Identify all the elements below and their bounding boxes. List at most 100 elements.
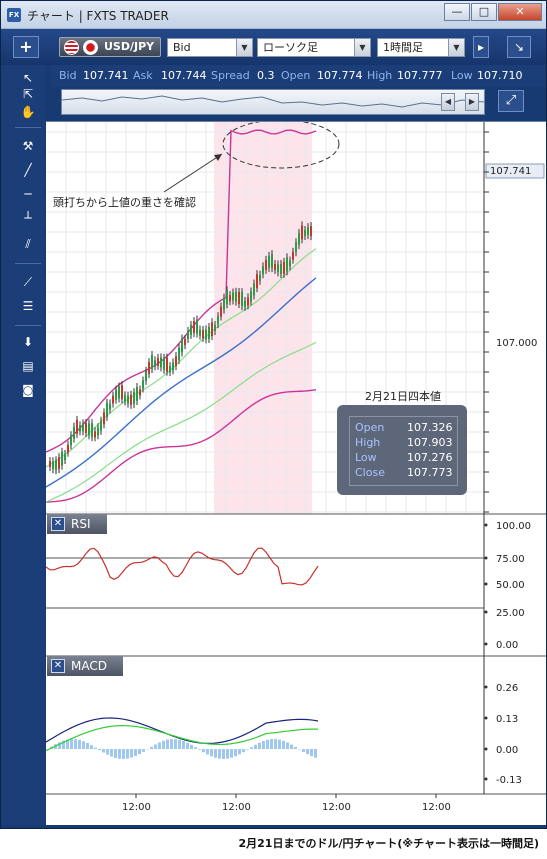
macd-histogram-bar	[286, 742, 289, 749]
chart-window: FX チャート | FXTS TRADER — □ ✕ + USD/JPY Bi…	[0, 0, 547, 829]
macd-histogram-bar	[158, 742, 161, 749]
close-icon[interactable]: ✕	[51, 517, 65, 531]
panel-settings-button[interactable]: ▸	[473, 36, 489, 58]
candle-body	[232, 292, 234, 301]
highlight-ellipse	[222, 122, 340, 169]
candle-body	[121, 385, 123, 400]
symbol-selector[interactable]: USD/JPY	[59, 37, 161, 57]
auto-scroll-button[interactable]: ⤢	[498, 90, 524, 112]
macd-histogram-bar	[274, 739, 277, 749]
macd-histogram-bar	[182, 741, 185, 749]
overview-scroll-chart[interactable]	[61, 89, 485, 115]
horizontal-line-icon[interactable]: ─	[24, 187, 32, 201]
macd-histogram-bar	[194, 747, 197, 749]
price-type-select[interactable]: Bid ▼	[167, 38, 253, 57]
fibonacci-icon[interactable]: ☰	[22, 299, 34, 313]
scroll-left-button[interactable]: ◀	[441, 93, 455, 111]
candle-body	[256, 274, 258, 289]
candle-body	[235, 291, 237, 302]
candle-body	[274, 264, 276, 271]
candle-body	[253, 283, 255, 296]
chart-type-select[interactable]: ローソク足 ▼	[257, 38, 371, 57]
candle-body	[214, 324, 216, 331]
camera-icon[interactable]: ◙	[22, 383, 34, 397]
chevron-down-icon: ▼	[448, 39, 464, 56]
price-type-value: Bid	[173, 41, 191, 54]
download-icon[interactable]: ⬇	[22, 335, 34, 349]
candle-body	[124, 395, 126, 402]
hammer-icon[interactable]: ⚒	[22, 139, 34, 153]
macd-histogram-bar	[86, 743, 89, 749]
high-label: High	[367, 69, 393, 82]
macd-signal-line	[46, 725, 319, 752]
candle-body	[250, 291, 252, 302]
channel-icon[interactable]: ⫽	[25, 237, 31, 251]
pointer-icon[interactable]: ↖	[22, 71, 34, 85]
macd-histogram-bar	[290, 744, 293, 749]
list-icon[interactable]: ▤	[22, 359, 34, 373]
crosshair-pointer-icon[interactable]: ⇱	[22, 87, 34, 101]
candle-body	[223, 297, 225, 310]
vertical-line-icon[interactable]: ┴	[24, 211, 32, 225]
rsi-tick-label: 75.00	[496, 554, 525, 565]
candle-body	[184, 339, 186, 346]
macd-histogram-bar	[118, 749, 121, 759]
drawing-tools-sidebar: ↖ ⇱ ✋ ⚒ ╱ ─ ┴ ⫽ ⟋ ☰ ⬇ ▤ ◙	[1, 65, 45, 825]
candle-body	[202, 329, 204, 338]
macd-histogram-bar	[138, 749, 141, 755]
macd-tick-dot	[484, 685, 488, 689]
minimize-button[interactable]: —	[444, 3, 470, 21]
ohlc-box: Open 107.326 High 107.903 Low 107.276 Cl…	[337, 405, 467, 495]
close-icon[interactable]: ✕	[51, 659, 65, 673]
close-button[interactable]: ✕	[498, 3, 542, 21]
macd-histogram-bar	[170, 739, 173, 749]
ohlc-row-low: Low 107.276	[355, 450, 455, 465]
chart-canvas: 107.741 107.000 100.00 75.00 50.00 25.00 0.00 0…	[46, 122, 546, 813]
candle-body	[310, 226, 312, 237]
macd-histogram-bar	[70, 739, 73, 749]
candle-body	[229, 295, 231, 302]
ohlc-label: Open	[355, 421, 385, 434]
rsi-tick-label: 100.00	[496, 521, 531, 532]
candle-body	[70, 435, 72, 446]
candle-body	[286, 257, 288, 272]
macd-tick-label: 0.26	[496, 683, 518, 694]
divider	[15, 263, 41, 264]
chevron-down-icon: ▼	[354, 39, 370, 56]
arrow-head	[214, 154, 222, 161]
add-chart-button[interactable]: +	[13, 36, 39, 58]
high-value: 107.777	[397, 69, 443, 82]
candle-body	[169, 366, 171, 373]
macd-histogram-bar	[190, 744, 193, 749]
macd-histogram-bar	[246, 749, 249, 750]
maximize-button[interactable]: □	[471, 3, 497, 21]
candle-body	[307, 227, 309, 236]
expand-button[interactable]: ↘	[507, 36, 531, 58]
rsi-tick-label: 0.00	[496, 640, 518, 651]
macd-histogram-bar	[206, 749, 209, 755]
candle-body	[280, 263, 282, 274]
candle-body	[130, 394, 132, 405]
rsi-label: RSI	[71, 517, 91, 531]
candle-body	[109, 403, 111, 410]
candle-body	[100, 420, 102, 431]
trend-line-icon[interactable]: ╱	[24, 163, 32, 177]
rsi-tick-dot	[484, 556, 488, 560]
fan-icon[interactable]: ⟋	[23, 275, 33, 289]
macd-histogram-bar	[154, 744, 157, 749]
overview-line	[62, 95, 484, 108]
macd-histogram-bar	[270, 739, 273, 749]
candle-body	[142, 380, 144, 389]
chart-area[interactable]: 107.741 107.000 100.00 75.00 50.00 25.00 0.00 0…	[46, 121, 546, 825]
timeframe-select[interactable]: 1時間足 ▼	[377, 38, 465, 57]
macd-histogram-bar	[262, 740, 265, 749]
hand-icon[interactable]: ✋	[20, 105, 36, 119]
scroll-right-button[interactable]: ▶	[465, 93, 479, 111]
rsi-tick-dot	[484, 610, 488, 614]
candle-body	[166, 357, 168, 372]
macd-histogram-bar	[78, 739, 81, 749]
candle-body	[247, 297, 249, 306]
candle-body	[160, 357, 162, 368]
candle-body	[265, 259, 267, 270]
candle-body	[205, 329, 207, 340]
